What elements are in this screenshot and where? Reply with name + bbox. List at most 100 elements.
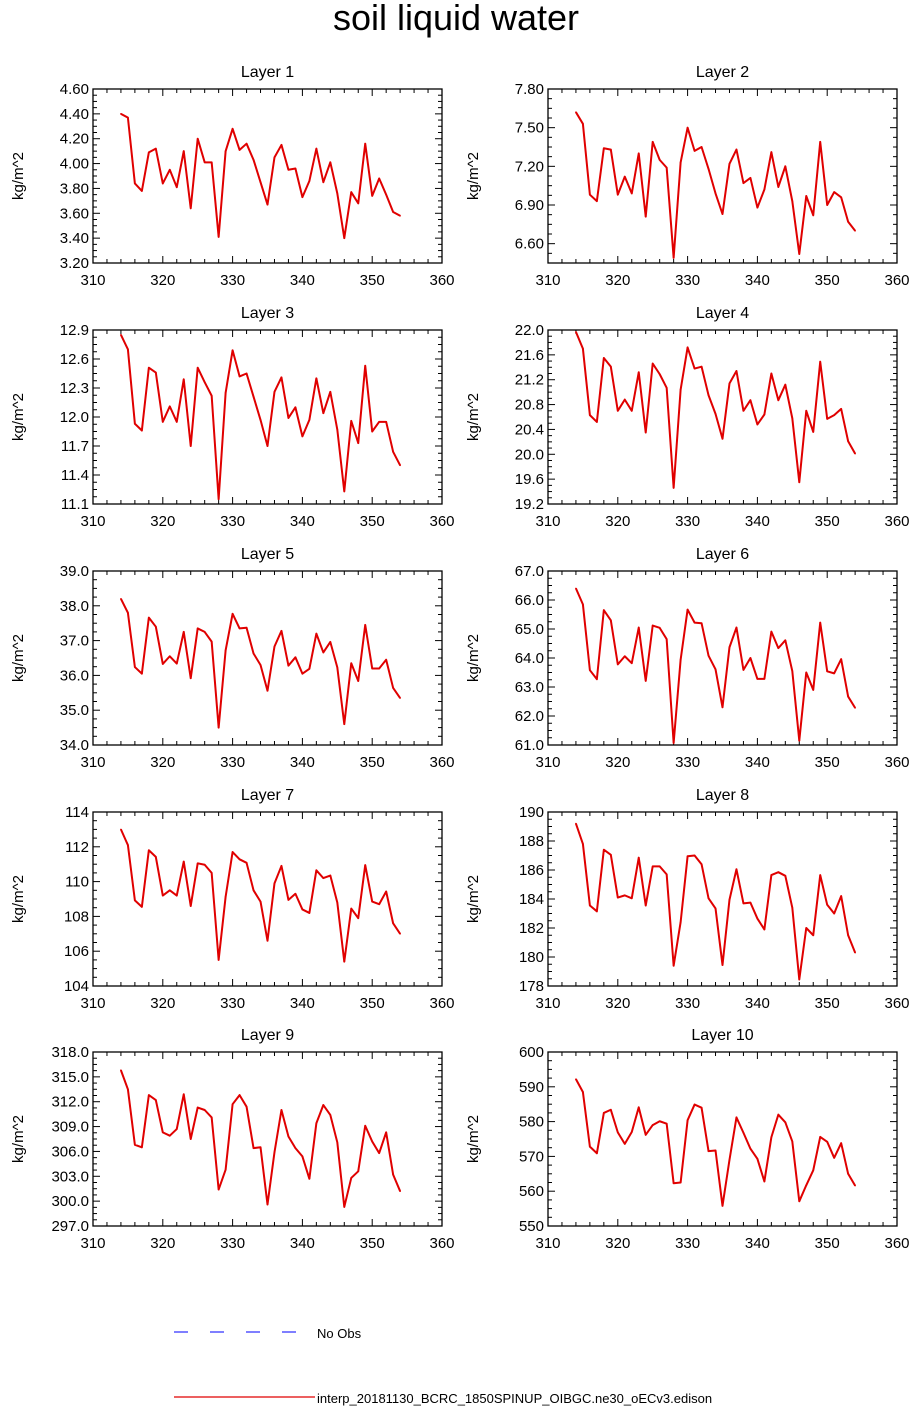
y-tick-label: 12.9 xyxy=(60,322,89,339)
data-point xyxy=(336,901,339,904)
data-point xyxy=(385,421,387,423)
data-point xyxy=(630,409,633,412)
x-tick-label: 330 xyxy=(220,754,245,771)
data-point xyxy=(336,192,339,195)
data-point xyxy=(329,641,332,643)
data-point xyxy=(665,873,668,876)
data-point xyxy=(742,1131,745,1134)
data-point xyxy=(693,1103,696,1106)
y-tick-label: 67.0 xyxy=(515,563,544,580)
data-point xyxy=(770,1136,773,1139)
y-tick-label: 570 xyxy=(519,1148,544,1165)
data-point xyxy=(392,922,394,925)
series-line xyxy=(120,112,401,240)
data-point xyxy=(812,934,815,937)
data-point xyxy=(665,638,668,640)
data-point xyxy=(217,1188,220,1191)
data-point xyxy=(224,895,227,898)
data-point xyxy=(399,214,401,217)
y-tick-label: 12.3 xyxy=(60,380,89,397)
data-point xyxy=(742,409,745,412)
y-tick-label: 4.40 xyxy=(60,106,89,123)
y-tick-label: 4.20 xyxy=(60,131,89,148)
data-point xyxy=(245,1105,248,1108)
data-point xyxy=(714,1149,717,1152)
data-point xyxy=(763,678,766,680)
data-point xyxy=(589,1145,591,1148)
data-point xyxy=(392,211,394,213)
y-tick-label: 180 xyxy=(519,949,544,966)
panel-layer-3: Layer 3 310 320 330 340 350 360 11.1 11.4 11.7 12.… xyxy=(10,305,455,530)
x-tick-label: 310 xyxy=(80,995,105,1012)
data-point xyxy=(798,978,801,981)
data-point xyxy=(329,161,332,164)
data-point xyxy=(120,598,122,600)
data-point xyxy=(840,658,842,660)
data-point xyxy=(259,181,262,184)
data-point xyxy=(770,372,773,375)
data-point xyxy=(217,498,220,500)
data-point xyxy=(637,371,640,374)
data-point xyxy=(385,658,387,661)
data-point xyxy=(378,903,380,906)
data-point xyxy=(644,1134,647,1136)
data-point xyxy=(756,917,759,920)
data-point xyxy=(735,1116,738,1119)
x-tick-label: 310 xyxy=(80,513,105,530)
data-point xyxy=(833,191,835,193)
data-point xyxy=(784,1121,787,1124)
data-point xyxy=(148,366,150,369)
data-point xyxy=(679,1181,682,1184)
data-point xyxy=(819,1136,822,1138)
data-point xyxy=(589,669,591,671)
data-point xyxy=(266,1203,269,1206)
data-point xyxy=(294,167,297,170)
y-tick-label: 7.80 xyxy=(515,81,544,98)
y-tick-label: 110 xyxy=(65,874,89,891)
y-tick-label: 20.0 xyxy=(515,446,544,463)
y-tick-label: 19.2 xyxy=(515,496,544,513)
data-point xyxy=(280,1109,283,1111)
data-point xyxy=(721,437,724,440)
data-point xyxy=(162,421,164,423)
data-point xyxy=(610,365,612,368)
data-point xyxy=(127,1088,129,1091)
data-point xyxy=(385,890,387,893)
data-point xyxy=(120,1069,122,1072)
x-tick-label: 310 xyxy=(80,754,105,771)
data-point xyxy=(273,391,276,393)
data-point xyxy=(280,376,283,379)
data-point xyxy=(784,165,787,168)
y-tick-label: 297.0 xyxy=(51,1218,89,1235)
data-point xyxy=(610,619,612,622)
x-tick-label: 350 xyxy=(815,513,840,530)
panel-title: Layer 9 xyxy=(241,1027,294,1044)
x-tick-label: 340 xyxy=(745,754,770,771)
data-point xyxy=(203,381,206,384)
data-point xyxy=(714,192,717,195)
data-point xyxy=(148,849,150,852)
data-point xyxy=(763,928,766,931)
series-points xyxy=(120,828,401,963)
data-point xyxy=(155,856,157,858)
y-axis-label: kg/m^2 xyxy=(465,152,482,200)
data-point xyxy=(749,1147,752,1150)
y-tick-label: 318.0 xyxy=(51,1044,89,1061)
data-point xyxy=(603,609,605,611)
y-tick-label: 104 xyxy=(64,978,89,995)
y-tick-label: 65.0 xyxy=(515,621,544,638)
data-point xyxy=(707,654,710,657)
x-tick-label: 340 xyxy=(290,1235,315,1252)
data-point xyxy=(770,151,773,153)
y-axis-label: kg/m^2 xyxy=(465,393,482,441)
data-point xyxy=(617,663,619,666)
data-point xyxy=(385,193,387,196)
data-point xyxy=(596,910,598,913)
data-point xyxy=(168,889,171,892)
series-line xyxy=(119,1069,402,1208)
legend-obs-line xyxy=(174,1331,315,1333)
data-point xyxy=(812,214,815,217)
data-point xyxy=(840,895,842,897)
y-axis-label: kg/m^2 xyxy=(465,1115,482,1163)
data-point xyxy=(707,168,710,170)
